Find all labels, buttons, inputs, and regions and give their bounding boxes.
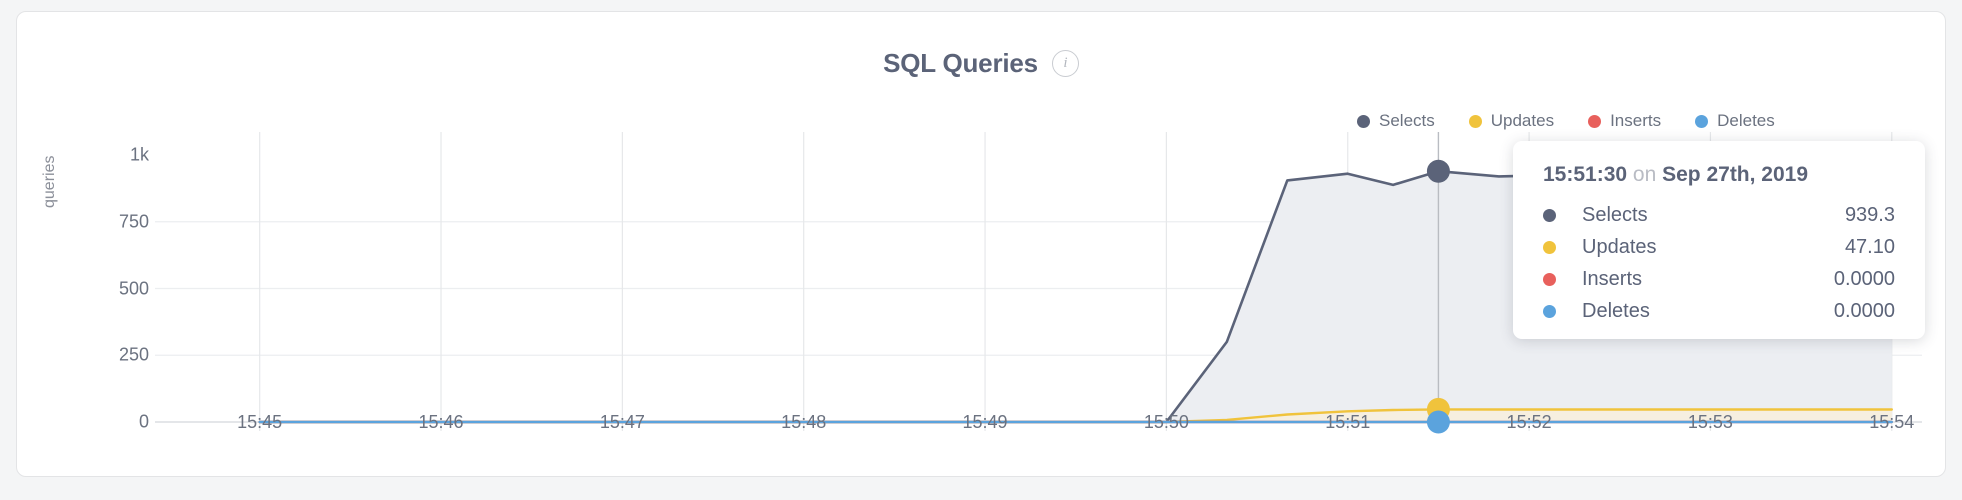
highlight-point-selects[interactable] [1426,159,1450,183]
legend-color-dot [1695,114,1709,128]
tooltip-series-dot [1543,208,1556,222]
legend-item-selects[interactable]: Selects [1357,111,1435,131]
legend-item-label: Selects [1379,111,1435,130]
y-axis-tick-label: 250 [118,344,149,365]
tooltip-series-value: 0.0000 [1833,267,1895,290]
y-axis-tick-label: 750 [118,211,149,232]
tooltip-time: 15:51:30 [1543,163,1628,186]
tooltip-on-word: on [1632,163,1657,186]
legend-item-deletes[interactable]: Deletes [1695,111,1775,131]
tooltip-rows: Selects 939.3 Updates 47.10 Inserts 0.0000 Del… [1543,199,1895,327]
tooltip-row: Selects 939.3 [1543,199,1895,231]
tooltip-series-value: 47.10 [1844,235,1895,258]
y-axis-tick-label: 1k [129,144,149,165]
series-area-updates [259,409,1892,422]
tooltip-series-dot [1543,304,1556,318]
x-axis-tick-label: 15:45 [237,412,283,432]
chart-tooltip: 15:51:30 on Sep 27th, 2019 Selects 939.3 U… [1513,141,1925,339]
x-axis-tick-label: 15:50 [1143,412,1189,432]
tooltip-series-dot [1543,240,1556,254]
y-axis-tick-label: 0 [138,411,149,432]
series-area-selects [259,171,1892,422]
chart-legend: Selects Updates Inserts Deletes [1357,111,1775,131]
legend-item-label: Inserts [1610,111,1662,130]
highlight-point-deletes[interactable] [1426,410,1450,434]
x-axis-tick-label: 15:46 [418,412,464,432]
card-header: SQL Queries i [17,48,1945,79]
tooltip-series-name: Inserts [1582,267,1643,290]
tooltip-series-dot [1543,272,1556,286]
legend-item-updates[interactable]: Updates [1468,111,1555,131]
legend-color-dot [1588,114,1602,128]
x-axis-tick-label: 15:53 [1687,412,1733,432]
tooltip-header: 15:51:30 on Sep 27th, 2019 [1543,163,1895,187]
legend-item-label: Deletes [1717,111,1775,130]
tooltip-series-name: Updates [1582,235,1657,258]
tooltip-series-value: 939.3 [1844,203,1895,226]
sql-queries-card: SQL Queries i queries 1k 750 500 250 0 15:45… [16,11,1946,477]
tooltip-date: Sep 27th, 2019 [1662,163,1809,186]
legend-color-dot [1357,114,1370,128]
tooltip-series-name: Deletes [1582,299,1650,322]
x-axis-tick-label: 15:54 [1869,412,1915,432]
x-axis-tick-label: 15:48 [781,412,827,432]
tooltip-row: Deletes 0.0000 [1543,295,1895,327]
tooltip-series-name: Selects [1582,203,1648,226]
page-title: SQL Queries [883,48,1038,78]
legend-item-label: Updates [1490,111,1555,130]
legend-color-dot [1468,114,1482,128]
tooltip-row: Inserts 0.0000 [1543,263,1895,295]
x-axis-tick-label: 15:51 [1325,412,1371,432]
legend-item-inserts[interactable]: Inserts [1588,111,1661,131]
info-icon[interactable]: i [1051,50,1079,77]
x-axis-tick-label: 15:49 [962,412,1008,432]
y-axis-tick-label: 500 [118,278,149,298]
tooltip-row: Updates 47.10 [1543,231,1895,263]
x-axis-tick-label: 15:47 [599,412,645,432]
x-axis-tick-label: 15:52 [1506,412,1552,432]
tooltip-series-value: 0.0000 [1833,299,1895,322]
